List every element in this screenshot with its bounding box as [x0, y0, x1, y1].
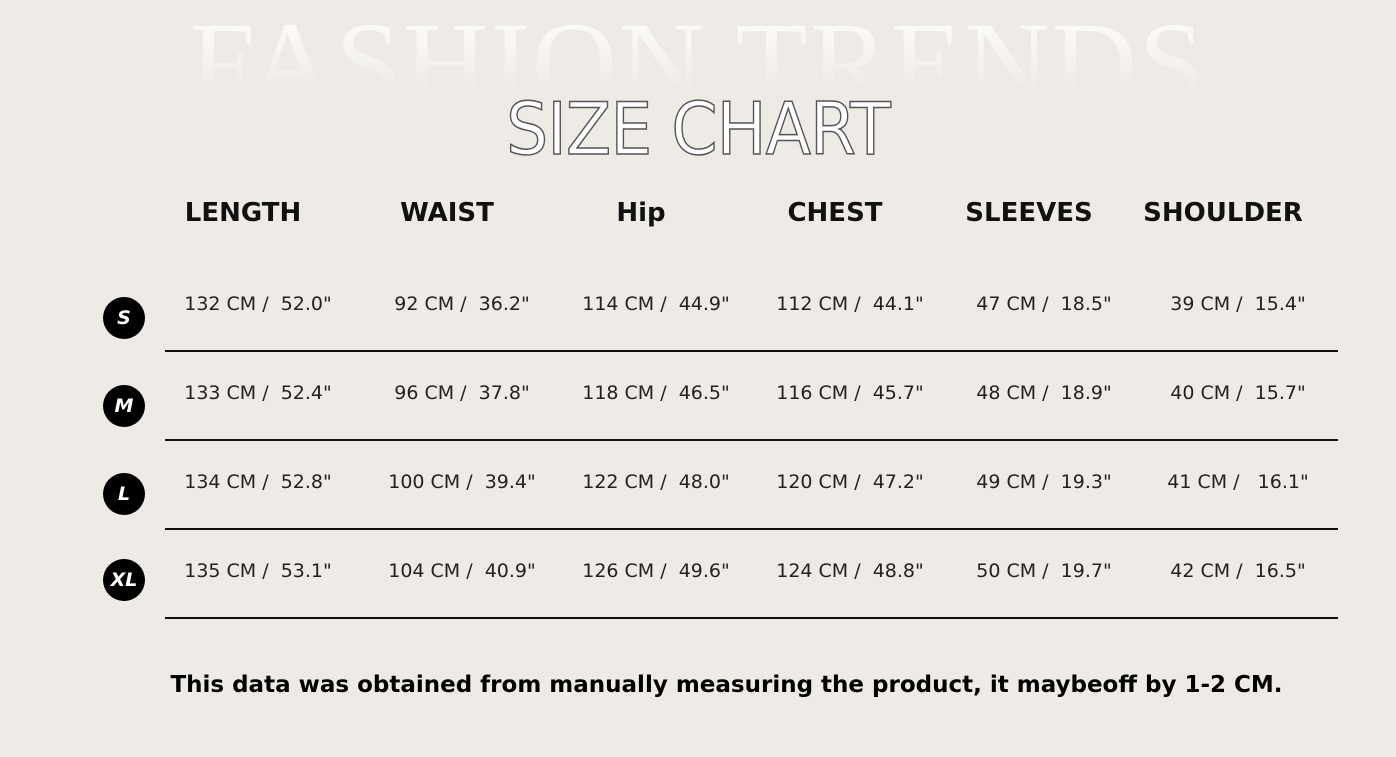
- table-cell: 132 CM / 52.0": [184, 293, 332, 315]
- row-divider: [165, 528, 1338, 530]
- table-cell: 135 CM / 53.1": [184, 560, 332, 582]
- column-header: LENGTH: [184, 198, 302, 228]
- size-badge: M: [103, 385, 145, 427]
- table-cell: 133 CM / 52.4": [184, 382, 332, 404]
- table-cell: 126 CM / 49.6": [582, 560, 730, 582]
- table-cell: 118 CM / 46.5": [582, 382, 730, 404]
- column-header: CHEST: [787, 198, 883, 228]
- row-divider: [165, 439, 1338, 441]
- table-cell: 49 CM / 19.3": [976, 471, 1112, 493]
- table-cell: 122 CM / 48.0": [582, 471, 730, 493]
- column-header: Hip: [616, 198, 666, 228]
- column-header: WAIST: [400, 198, 494, 228]
- table-cell: 104 CM / 40.9": [388, 560, 536, 582]
- size-badge: L: [103, 473, 145, 515]
- table-cell: 41 CM / 16.1": [1167, 471, 1309, 493]
- table-cell: 112 CM / 44.1": [776, 293, 924, 315]
- table-cell: 42 CM / 16.5": [1170, 560, 1306, 582]
- column-header: SHOULDER: [1143, 198, 1303, 228]
- column-header: SLEEVES: [965, 198, 1093, 228]
- table-cell: 134 CM / 52.8": [184, 471, 332, 493]
- row-divider: [165, 617, 1338, 619]
- footnote: This data was obtained from manually mea…: [170, 672, 1283, 698]
- table-cell: 50 CM / 19.7": [976, 560, 1112, 582]
- table-cell: 48 CM / 18.9": [976, 382, 1112, 404]
- table-cell: 92 CM / 36.2": [394, 293, 530, 315]
- size-badge: S: [103, 297, 145, 339]
- table-cell: 100 CM / 39.4": [388, 471, 536, 493]
- row-divider: [165, 350, 1338, 352]
- table-cell: 116 CM / 45.7": [776, 382, 924, 404]
- table-cell: 124 CM / 48.8": [776, 560, 924, 582]
- table-cell: 40 CM / 15.7": [1170, 382, 1306, 404]
- table-cell: 39 CM / 15.4": [1170, 293, 1306, 315]
- table-cell: 114 CM / 44.9": [582, 293, 730, 315]
- watermark-text: FASHION TRENDS: [0, 0, 1396, 90]
- table-cell: 96 CM / 37.8": [394, 382, 530, 404]
- table-cell: 120 CM / 47.2": [776, 471, 924, 493]
- page-title: SIZE CHART: [505, 87, 891, 171]
- table-cell: 47 CM / 18.5": [976, 293, 1112, 315]
- size-badge: XL: [103, 559, 145, 601]
